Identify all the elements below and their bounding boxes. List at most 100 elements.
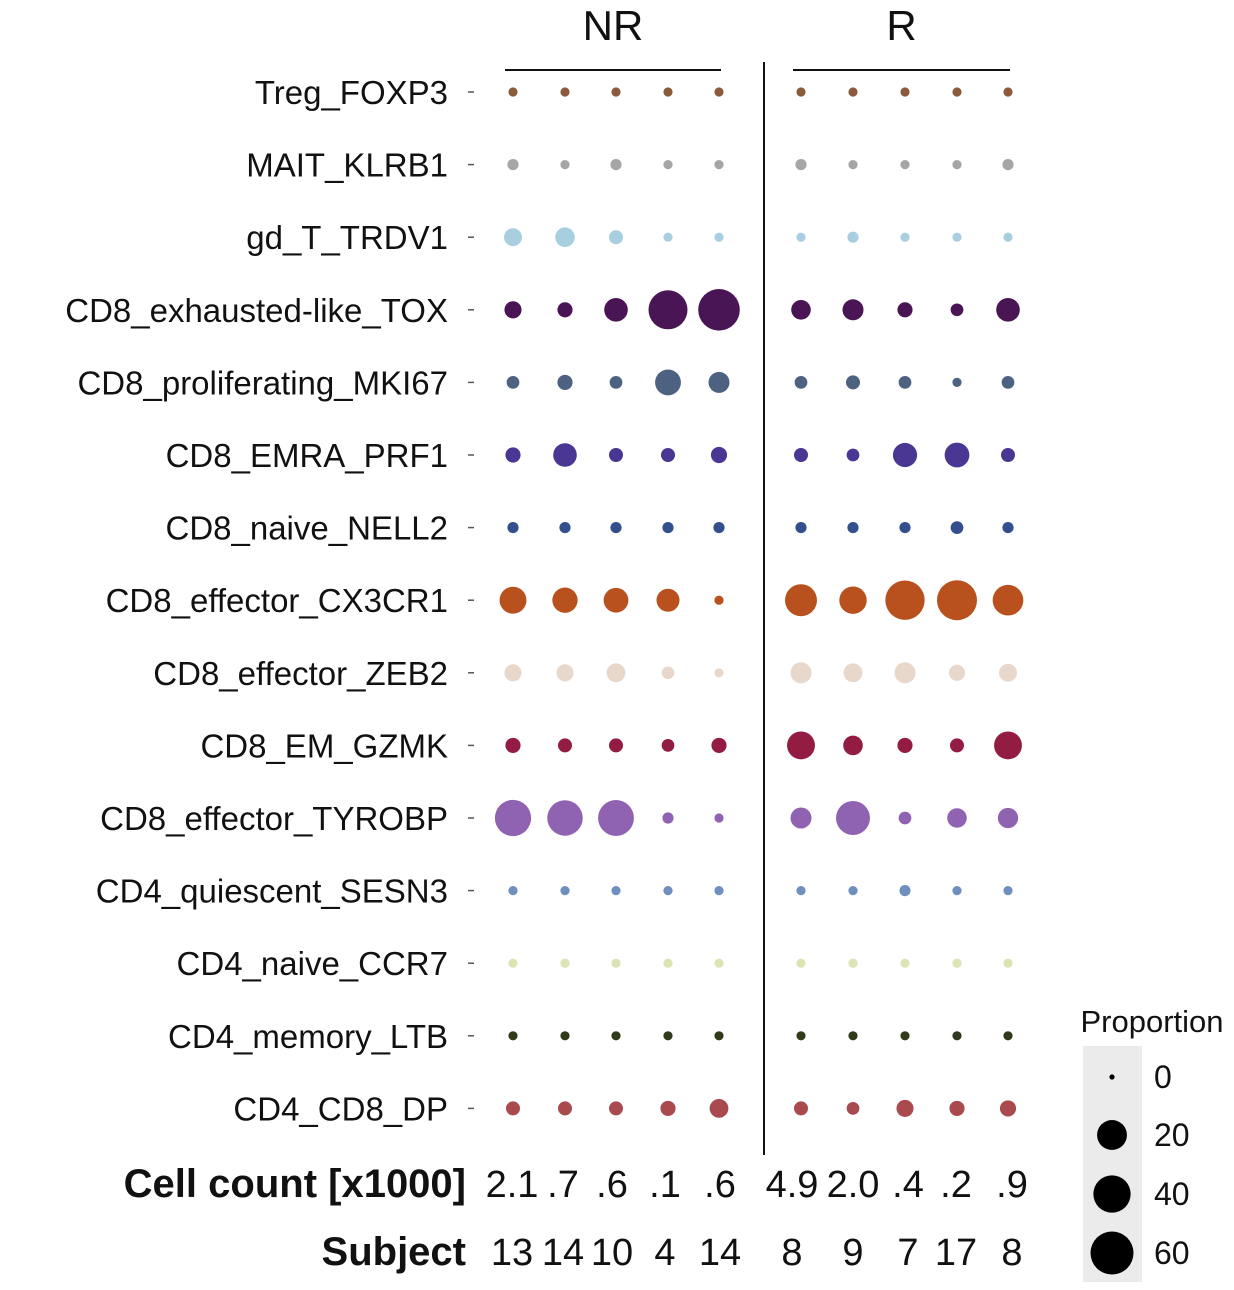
dot bbox=[997, 807, 1019, 829]
dot bbox=[663, 1031, 673, 1041]
stat-value: 14 bbox=[699, 1232, 741, 1274]
dot bbox=[609, 230, 623, 245]
dot bbox=[494, 799, 532, 837]
dot bbox=[710, 446, 728, 464]
row-label: CD4_memory_LTB bbox=[168, 1018, 448, 1055]
dot bbox=[1003, 886, 1013, 896]
dot bbox=[794, 376, 808, 389]
legend-size-dot bbox=[1090, 1231, 1134, 1275]
stat-value: 17 bbox=[935, 1232, 977, 1274]
dot bbox=[598, 800, 634, 836]
dot bbox=[892, 442, 918, 468]
dot bbox=[796, 1031, 806, 1041]
dot bbox=[785, 584, 817, 617]
dot bbox=[663, 232, 673, 242]
dot bbox=[611, 1031, 621, 1041]
dot bbox=[848, 160, 858, 170]
dot bbox=[714, 668, 724, 678]
row-label: CD8_effector_TYROBP bbox=[100, 800, 448, 837]
row-label: CD8_effector_ZEB2 bbox=[153, 655, 448, 692]
dot bbox=[606, 663, 626, 683]
stat-value: 10 bbox=[591, 1232, 633, 1274]
stat-value: .9 bbox=[996, 1164, 1028, 1206]
legend-title: Proportion bbox=[1080, 1004, 1223, 1039]
dot bbox=[847, 522, 859, 534]
dot bbox=[504, 301, 522, 319]
dot bbox=[843, 663, 863, 683]
stat-value: 9 bbox=[842, 1232, 863, 1274]
dot bbox=[950, 738, 964, 753]
dot bbox=[555, 227, 575, 247]
dot bbox=[508, 886, 518, 896]
dot bbox=[843, 735, 863, 756]
dot bbox=[609, 448, 623, 462]
dot bbox=[952, 377, 962, 387]
legend-size-label: 40 bbox=[1154, 1176, 1190, 1212]
dot bbox=[663, 87, 673, 97]
dot bbox=[499, 586, 527, 614]
row-label: Treg_FOXP3 bbox=[255, 74, 448, 111]
dot bbox=[713, 522, 725, 534]
dot bbox=[611, 87, 621, 97]
dot bbox=[796, 232, 806, 242]
dot bbox=[897, 737, 913, 753]
dot bbox=[662, 522, 674, 534]
dot bbox=[506, 376, 520, 389]
dot bbox=[661, 739, 675, 752]
dot bbox=[504, 228, 522, 247]
dot bbox=[996, 298, 1020, 322]
dot bbox=[848, 886, 858, 896]
dot bbox=[560, 886, 570, 896]
dot bbox=[558, 738, 572, 753]
row-label: MAIT_KLRB1 bbox=[246, 147, 448, 184]
dot bbox=[846, 375, 860, 390]
row-label: CD8_EMRA_PRF1 bbox=[166, 437, 448, 474]
dot bbox=[553, 443, 577, 467]
legend-size-label: 60 bbox=[1154, 1235, 1190, 1271]
dot bbox=[900, 160, 910, 170]
dot bbox=[505, 447, 521, 463]
dot bbox=[839, 586, 867, 614]
dot bbox=[950, 303, 964, 317]
dot bbox=[791, 300, 811, 320]
dot bbox=[952, 886, 962, 896]
dot bbox=[948, 664, 966, 681]
dot bbox=[611, 958, 621, 968]
stat-value: 14 bbox=[542, 1232, 584, 1274]
dot bbox=[556, 664, 574, 682]
dot bbox=[898, 811, 912, 825]
dot bbox=[1003, 232, 1013, 242]
dot bbox=[896, 1099, 914, 1117]
dot bbox=[846, 1102, 860, 1115]
dot bbox=[898, 376, 912, 389]
dot bbox=[999, 663, 1017, 682]
dot bbox=[836, 801, 870, 835]
dot bbox=[952, 1031, 962, 1041]
stat-value: .2 bbox=[940, 1164, 972, 1206]
dot bbox=[560, 87, 570, 97]
dot bbox=[952, 958, 962, 968]
dot bbox=[714, 595, 724, 605]
stat-value: 2.0 bbox=[827, 1164, 880, 1206]
dot bbox=[559, 522, 571, 534]
dot bbox=[937, 580, 977, 621]
legend-size-label: 0 bbox=[1154, 1059, 1172, 1095]
row-label: CD8_EM_GZMK bbox=[200, 727, 448, 764]
stat-value: .6 bbox=[704, 1164, 736, 1206]
dot bbox=[610, 522, 622, 534]
dot bbox=[994, 731, 1022, 760]
row-label: CD8_naive_NELL2 bbox=[165, 510, 448, 547]
dot bbox=[560, 160, 570, 170]
dot bbox=[714, 886, 724, 896]
dot bbox=[709, 1099, 729, 1118]
dot bbox=[603, 587, 629, 613]
dot bbox=[1001, 448, 1015, 462]
dot bbox=[787, 731, 815, 760]
dot bbox=[656, 588, 680, 612]
dot bbox=[508, 87, 518, 97]
stat-value: .4 bbox=[892, 1164, 924, 1206]
dot bbox=[560, 1031, 570, 1041]
dot bbox=[663, 160, 673, 170]
dot bbox=[655, 369, 681, 396]
